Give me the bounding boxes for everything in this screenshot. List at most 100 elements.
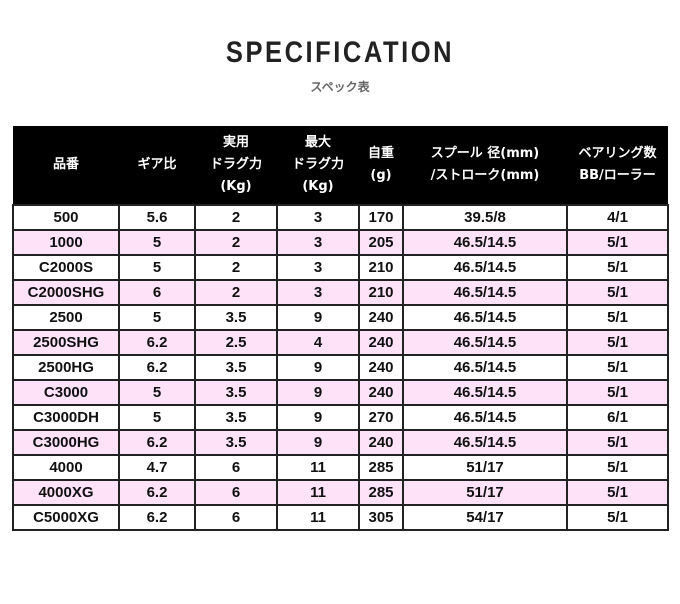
table-cell: 3 — [276, 229, 360, 256]
table-cell: 3.5 — [194, 429, 278, 456]
column-header: ギア比 — [119, 126, 195, 205]
table-cell: 2 — [194, 204, 278, 231]
table-cell: 500 — [12, 204, 120, 231]
table-cell: 2500HG — [12, 354, 120, 381]
table-cell: 6 — [194, 479, 278, 506]
table-cell: 5/1 — [566, 479, 669, 506]
table-row: C5000XG 6.2 6 11 305 54/17 5/1 — [12, 504, 669, 531]
table-cell: 5 — [118, 404, 196, 431]
table-cell: 5/1 — [566, 254, 669, 281]
table-cell: C3000HG — [12, 429, 120, 456]
table-cell: 6.2 — [118, 479, 196, 506]
table-cell: 4.7 — [118, 454, 196, 481]
table-cell: 3 — [276, 204, 360, 231]
table-cell: 5 — [118, 254, 196, 281]
table-cell: 240 — [358, 329, 404, 356]
table-cell: 1000 — [12, 229, 120, 256]
column-header: 自重 (g) — [359, 126, 403, 205]
column-header-line: 最大 — [304, 135, 331, 150]
table-cell: 305 — [358, 504, 404, 531]
column-header-line: BB/ローラー — [579, 168, 656, 183]
table-cell: 6 — [118, 279, 196, 306]
page-title: SPECIFICATION — [225, 36, 455, 69]
table-cell: 11 — [276, 479, 360, 506]
table-row: C3000DH 5 3.5 9 270 46.5/14.5 6/1 — [12, 404, 669, 431]
page-subtitle: スペック表 — [310, 80, 370, 94]
table-cell: 5/1 — [566, 304, 669, 331]
table-cell: 5/1 — [566, 354, 669, 381]
table-cell: 2500SHG — [12, 329, 120, 356]
table-cell: 54/17 — [402, 504, 568, 531]
table-row: 4000XG 6.2 6 11 285 51/17 5/1 — [12, 479, 669, 506]
table-cell: 210 — [358, 279, 404, 306]
table-cell: 46.5/14.5 — [402, 354, 568, 381]
column-header: ベアリング数 BB/ローラー — [567, 126, 668, 205]
table-cell: 3.5 — [194, 354, 278, 381]
table-cell: 6/1 — [566, 404, 669, 431]
table-cell: 5/1 — [566, 379, 669, 406]
table-cell: 46.5/14.5 — [402, 329, 568, 356]
table-cell: 4000XG — [12, 479, 120, 506]
table-cell: 210 — [358, 254, 404, 281]
table-row: 2500SHG 6.2 2.5 4 240 46.5/14.5 5/1 — [12, 329, 669, 356]
table-cell: 285 — [358, 479, 404, 506]
column-header-line: 自重 — [367, 146, 394, 161]
table-cell: 2 — [194, 229, 278, 256]
table-row: C2000SHG 6 2 3 210 46.5/14.5 5/1 — [12, 279, 669, 306]
table-row: 1000 5 2 3 205 46.5/14.5 5/1 — [12, 229, 669, 256]
table-row: C2000S 5 2 3 210 46.5/14.5 5/1 — [12, 254, 669, 281]
table-cell: 240 — [358, 354, 404, 381]
table-cell: 51/17 — [402, 454, 568, 481]
column-header-line: 品番 — [52, 157, 79, 172]
table-cell: 270 — [358, 404, 404, 431]
table-cell: 46.5/14.5 — [402, 229, 568, 256]
table-cell: 5.6 — [118, 204, 196, 231]
column-header-line: 実用 — [222, 135, 249, 150]
table-cell: 5/1 — [566, 454, 669, 481]
table-cell: C2000S — [12, 254, 120, 281]
table-cell: 3.5 — [194, 304, 278, 331]
table-cell: 4 — [276, 329, 360, 356]
table-cell: 170 — [358, 204, 404, 231]
table-row: 4000 4.7 6 11 285 51/17 5/1 — [12, 454, 669, 481]
table-cell: C5000XG — [12, 504, 120, 531]
table-cell: 5/1 — [566, 429, 669, 456]
table-cell: 6.2 — [118, 329, 196, 356]
table-cell: 3.5 — [194, 404, 278, 431]
table-cell: C3000DH — [12, 404, 120, 431]
column-header: 品番 — [13, 126, 119, 205]
table-cell: 46.5/14.5 — [402, 379, 568, 406]
table-cell: 5 — [118, 229, 196, 256]
column-header-line: /ストローク(mm) — [430, 168, 540, 183]
table-cell: 11 — [276, 454, 360, 481]
column-header-line: (Kg) — [220, 179, 252, 194]
column-header-line: ギア比 — [137, 157, 177, 172]
table-row: 2500 5 3.5 9 240 46.5/14.5 5/1 — [12, 304, 669, 331]
table-cell: 9 — [276, 379, 360, 406]
table-cell: 2 — [194, 254, 278, 281]
table-cell: 5/1 — [566, 504, 669, 531]
table-cell: 285 — [358, 454, 404, 481]
column-header: 実用 ドラグ力 (Kg) — [195, 126, 277, 205]
table-cell: 240 — [358, 304, 404, 331]
table-cell: 240 — [358, 429, 404, 456]
table-cell: 205 — [358, 229, 404, 256]
table-cell: 240 — [358, 379, 404, 406]
table-cell: 3.5 — [194, 379, 278, 406]
table-cell: 46.5/14.5 — [402, 404, 568, 431]
table-cell: 6.2 — [118, 429, 196, 456]
table-cell: C2000SHG — [12, 279, 120, 306]
column-header-line: (Kg) — [302, 179, 334, 194]
column-header-line: スプール 径(mm) — [430, 146, 540, 161]
column-header-line: ベアリング数 — [578, 146, 657, 161]
table-row: 2500HG 6.2 3.5 9 240 46.5/14.5 5/1 — [12, 354, 669, 381]
table-cell: 46.5/14.5 — [402, 304, 568, 331]
table-cell: 46.5/14.5 — [402, 429, 568, 456]
table-cell: 5/1 — [566, 279, 669, 306]
table-cell: 46.5/14.5 — [402, 254, 568, 281]
table-cell: 2500 — [12, 304, 120, 331]
header-row: 品番 ギア比 実用 ドラグ力 (Kg) 最大 ドラグ力 (Kg) 自重 (g) スプール 径(mm)… — [13, 126, 668, 205]
table-row: 500 5.6 2 3 170 39.5/8 4/1 — [12, 204, 669, 231]
table-cell: 9 — [276, 429, 360, 456]
table-cell: C3000 — [12, 379, 120, 406]
